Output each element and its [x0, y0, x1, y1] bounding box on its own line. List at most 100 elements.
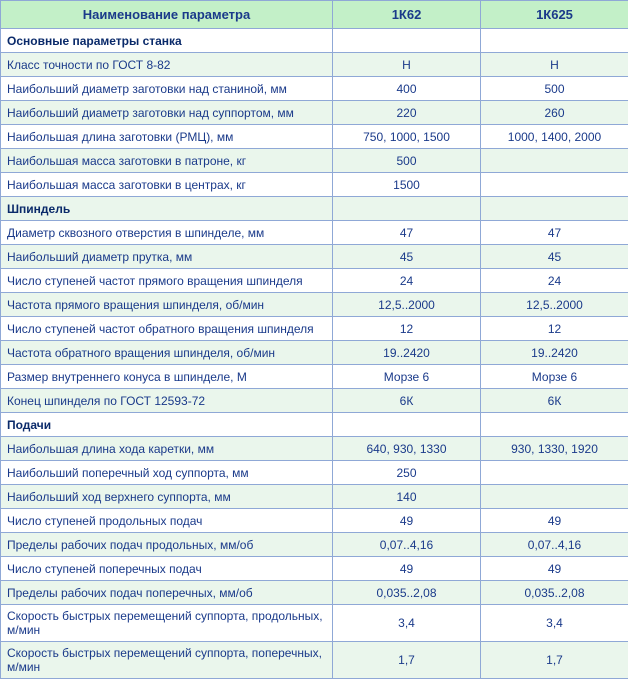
spec-table-container: Наименование параметра 1К62 1К625 Основн… [0, 0, 628, 679]
value-1k62: Н [333, 53, 481, 77]
table-row: Наибольшая масса заготовки в центрах, кг… [1, 173, 628, 197]
value-1k62 [333, 29, 481, 53]
spec-table: Наименование параметра 1К62 1К625 Основн… [0, 0, 628, 679]
value-1k625: 49 [481, 509, 628, 533]
section-title: Подачи [1, 413, 333, 437]
value-1k62: 400 [333, 77, 481, 101]
value-1k625: Н [481, 53, 628, 77]
param-name: Пределы рабочих подач поперечных, мм/об [1, 581, 333, 605]
table-row: Наибольшая масса заготовки в патроне, кг… [1, 149, 628, 173]
value-1k62: 1500 [333, 173, 481, 197]
table-row: Пределы рабочих подач продольных, мм/об0… [1, 533, 628, 557]
col-header-param: Наименование параметра [1, 1, 333, 29]
value-1k625 [481, 29, 628, 53]
value-1k62: 47 [333, 221, 481, 245]
param-name: Наибольший ход верхнего суппорта, мм [1, 485, 333, 509]
param-name: Пределы рабочих подач продольных, мм/об [1, 533, 333, 557]
table-row: Скорость быстрых перемещений суппорта, п… [1, 642, 628, 679]
table-row: Класс точности по ГОСТ 8-82НН [1, 53, 628, 77]
table-row: Частота прямого вращения шпинделя, об/ми… [1, 293, 628, 317]
param-name: Наибольшая длина заготовки (РМЦ), мм [1, 125, 333, 149]
param-name: Число ступеней частот прямого вращения ш… [1, 269, 333, 293]
value-1k62: 49 [333, 509, 481, 533]
value-1k625: 6К [481, 389, 628, 413]
param-name: Наибольший диаметр прутка, мм [1, 245, 333, 269]
value-1k625: 1000, 1400, 2000 [481, 125, 628, 149]
param-name: Скорость быстрых перемещений суппорта, п… [1, 642, 333, 679]
table-row: Наибольший диаметр заготовки над станино… [1, 77, 628, 101]
section-title: Шпиндель [1, 197, 333, 221]
table-row: Размер внутреннего конуса в шпинделе, ММ… [1, 365, 628, 389]
value-1k625: 47 [481, 221, 628, 245]
table-row: Пределы рабочих подач поперечных, мм/об0… [1, 581, 628, 605]
value-1k62: 12 [333, 317, 481, 341]
table-header-row: Наименование параметра 1К62 1К625 [1, 1, 628, 29]
value-1k625: 12,5..2000 [481, 293, 628, 317]
col-header-1k62: 1К62 [333, 1, 481, 29]
value-1k62: 0,035..2,08 [333, 581, 481, 605]
table-row: Наибольший ход верхнего суппорта, мм140 [1, 485, 628, 509]
param-name: Размер внутреннего конуса в шпинделе, М [1, 365, 333, 389]
value-1k625: 260 [481, 101, 628, 125]
table-row: Число ступеней поперечных подач4949 [1, 557, 628, 581]
value-1k625 [481, 413, 628, 437]
param-name: Наибольшая масса заготовки в центрах, кг [1, 173, 333, 197]
value-1k62: 750, 1000, 1500 [333, 125, 481, 149]
section-row: Шпиндель [1, 197, 628, 221]
value-1k62: 49 [333, 557, 481, 581]
table-row: Наибольший поперечный ход суппорта, мм25… [1, 461, 628, 485]
param-name: Частота обратного вращения шпинделя, об/… [1, 341, 333, 365]
value-1k625: 49 [481, 557, 628, 581]
table-row: Наибольшая длина заготовки (РМЦ), мм750,… [1, 125, 628, 149]
param-name: Частота прямого вращения шпинделя, об/ми… [1, 293, 333, 317]
table-body: Основные параметры станкаКласс точности … [1, 29, 628, 679]
param-name: Конец шпинделя по ГОСТ 12593-72 [1, 389, 333, 413]
section-title: Основные параметры станка [1, 29, 333, 53]
value-1k625: 12 [481, 317, 628, 341]
param-name: Скорость быстрых перемещений суппорта, п… [1, 605, 333, 642]
value-1k625: 3,4 [481, 605, 628, 642]
value-1k625: 45 [481, 245, 628, 269]
table-row: Число ступеней частот обратного вращения… [1, 317, 628, 341]
value-1k625: 19..2420 [481, 341, 628, 365]
value-1k625: 0,07..4,16 [481, 533, 628, 557]
value-1k625 [481, 149, 628, 173]
col-header-1k625: 1К625 [481, 1, 628, 29]
section-row: Основные параметры станка [1, 29, 628, 53]
table-row: Конец шпинделя по ГОСТ 12593-726К6К [1, 389, 628, 413]
value-1k62: 1,7 [333, 642, 481, 679]
value-1k625: 1,7 [481, 642, 628, 679]
table-row: Число ступеней продольных подач4949 [1, 509, 628, 533]
value-1k625 [481, 197, 628, 221]
value-1k625: Морзе 6 [481, 365, 628, 389]
param-name: Число ступеней продольных подач [1, 509, 333, 533]
param-name: Наибольший диаметр заготовки над суппорт… [1, 101, 333, 125]
value-1k62: 3,4 [333, 605, 481, 642]
value-1k62: 24 [333, 269, 481, 293]
param-name: Число ступеней поперечных подач [1, 557, 333, 581]
table-row: Число ступеней частот прямого вращения ш… [1, 269, 628, 293]
param-name: Наибольшая длина хода каретки, мм [1, 437, 333, 461]
value-1k625: 500 [481, 77, 628, 101]
value-1k62: 45 [333, 245, 481, 269]
value-1k62: 140 [333, 485, 481, 509]
param-name: Наибольший поперечный ход суппорта, мм [1, 461, 333, 485]
table-row: Частота обратного вращения шпинделя, об/… [1, 341, 628, 365]
table-row: Наибольший диаметр заготовки над суппорт… [1, 101, 628, 125]
section-row: Подачи [1, 413, 628, 437]
table-row: Диаметр сквозного отверстия в шпинделе, … [1, 221, 628, 245]
value-1k625 [481, 485, 628, 509]
param-name: Наибольшая масса заготовки в патроне, кг [1, 149, 333, 173]
value-1k62: Морзе 6 [333, 365, 481, 389]
param-name: Диаметр сквозного отверстия в шпинделе, … [1, 221, 333, 245]
value-1k62: 500 [333, 149, 481, 173]
value-1k62: 250 [333, 461, 481, 485]
value-1k62: 19..2420 [333, 341, 481, 365]
value-1k625: 0,035..2,08 [481, 581, 628, 605]
value-1k62: 0,07..4,16 [333, 533, 481, 557]
value-1k62 [333, 413, 481, 437]
value-1k62: 12,5..2000 [333, 293, 481, 317]
table-row: Скорость быстрых перемещений суппорта, п… [1, 605, 628, 642]
value-1k62: 640, 930, 1330 [333, 437, 481, 461]
value-1k625 [481, 173, 628, 197]
